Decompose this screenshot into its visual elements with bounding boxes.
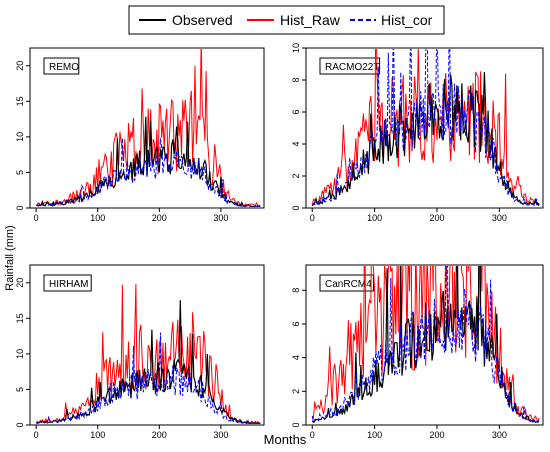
- series-line-observed: [311, 72, 540, 207]
- y-tick-label: 0: [291, 422, 301, 427]
- series-line-hist-cor: [36, 332, 261, 424]
- panel-title-box: [319, 57, 381, 75]
- x-tick-label: 200: [152, 213, 167, 223]
- y-tick-label: 20: [15, 61, 25, 71]
- series-line-hist-raw: [311, 49, 540, 206]
- x-tick-label: 0: [310, 430, 315, 440]
- y-tick-label: 5: [15, 387, 25, 392]
- panel-title-box: [43, 57, 80, 75]
- legend-label-hist-raw: Hist_Raw: [280, 12, 341, 28]
- x-tick-label: 100: [367, 430, 382, 440]
- panel-title: CanRCM4: [325, 279, 372, 290]
- panel-title-box: [43, 274, 92, 292]
- y-tick-label: 8: [291, 77, 301, 82]
- panel-title-box: [319, 274, 374, 292]
- series-line-hist-cor: [311, 49, 540, 207]
- y-tick-label: 0: [15, 205, 25, 210]
- y-tick-label: 20: [15, 278, 25, 288]
- x-tick-label: 0: [310, 213, 315, 223]
- y-axis-title: Rainfall (mm): [4, 225, 16, 290]
- x-tick-label: 100: [367, 213, 382, 223]
- plot-frame: [29, 47, 265, 209]
- y-tick-label: 15: [15, 313, 25, 323]
- panel-hirham: 0 100 200 300 0 5 10 15 20 HIRHAM: [15, 264, 265, 440]
- x-tick-label: 0: [34, 213, 39, 223]
- series-line-hist-cor: [36, 137, 261, 207]
- plot-frame: [29, 264, 265, 426]
- y-tick-label: 8: [291, 288, 301, 293]
- x-tick-label: 200: [429, 430, 444, 440]
- y-tick-label: 5: [15, 170, 25, 175]
- series-line-hist-raw: [35, 283, 261, 424]
- x-tick-label: 0: [34, 430, 39, 440]
- panel-title: RACMO22T: [325, 62, 379, 73]
- x-tick-label: 100: [90, 430, 105, 440]
- y-tick-label: 10: [15, 349, 25, 359]
- panel-racmo22t: 0 100 200 300 0 2 4 6 8 10 RACMO22T: [291, 43, 544, 223]
- x-tick-label: 300: [492, 430, 507, 440]
- panel-title: HIRHAM: [49, 279, 88, 290]
- y-tick-label: 0: [15, 422, 25, 427]
- y-tick-label: 10: [15, 132, 25, 142]
- x-tick-label: 300: [492, 213, 507, 223]
- y-tick-label: 15: [15, 96, 25, 106]
- x-tick-label: 100: [90, 213, 105, 223]
- series-line-hist-cor: [311, 266, 540, 424]
- x-tick-label: 200: [152, 430, 167, 440]
- y-tick-label: 0: [291, 205, 301, 210]
- plot-frame: [305, 264, 544, 426]
- series-line-observed: [36, 300, 261, 424]
- y-tick-label: 6: [291, 321, 301, 326]
- legend-label-hist-cor: Hist_cor: [381, 12, 433, 28]
- legend: Observed Hist_Raw Hist_cor: [128, 5, 445, 35]
- panel-title: REMO: [49, 62, 79, 73]
- x-tick-label: 300: [213, 430, 228, 440]
- x-tick-label: 300: [213, 213, 228, 223]
- y-tick-label: 10: [291, 43, 301, 53]
- legend-box: [128, 5, 445, 35]
- x-axis-title: Months: [264, 432, 307, 447]
- x-tick-label: 200: [429, 213, 444, 223]
- panel-canrcm4: 0 100 200 300 0 2 4 6 8 CanRCM4: [291, 264, 544, 440]
- y-tick-label: 4: [291, 355, 301, 360]
- panel-remo: 0 100 200 300 0 5 10 15 20 REMO: [15, 47, 265, 223]
- legend-label-observed: Observed: [172, 12, 233, 28]
- plot-frame: [305, 47, 544, 209]
- y-tick-label: 4: [291, 141, 301, 146]
- y-tick-label: 2: [291, 173, 301, 178]
- y-tick-label: 6: [291, 109, 301, 114]
- y-tick-label: 2: [291, 389, 301, 394]
